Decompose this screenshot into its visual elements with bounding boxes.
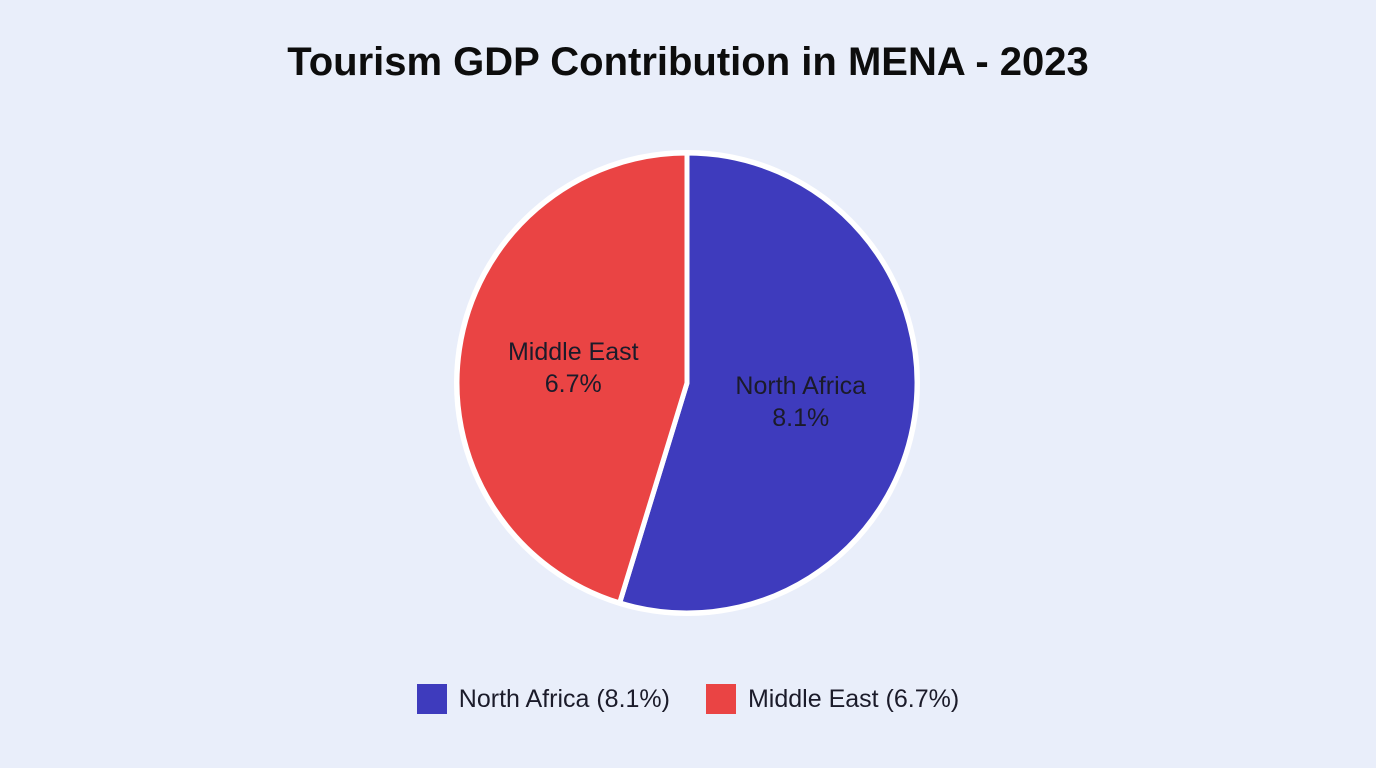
chart-title: Tourism GDP Contribution in MENA - 2023	[287, 40, 1089, 84]
legend-swatch-north-africa	[416, 684, 447, 714]
legend-item-middle-east: Middle East (6.7%)	[705, 684, 960, 714]
slice-label-name-middle-east: Middle East	[508, 338, 639, 366]
legend-label-middle-east: Middle East (6.7%)	[747, 684, 960, 713]
legend-swatch-middle-east	[705, 684, 736, 714]
slice-label-name-north-africa: North Africa	[735, 372, 866, 400]
slice-label-value-middle-east: 6.7%	[545, 370, 602, 398]
pie-slice-middle-east	[454, 150, 690, 606]
legend-item-north-africa: North Africa (8.1%)	[416, 684, 670, 714]
pie-slice-north-africa	[617, 150, 920, 616]
legend-label-north-africa: North Africa (8.1%)	[458, 684, 670, 713]
legend: North Africa (8.1%) Middle East (6.7%)	[0, 684, 1376, 714]
slice-label-value-north-africa: 8.1%	[772, 404, 829, 432]
